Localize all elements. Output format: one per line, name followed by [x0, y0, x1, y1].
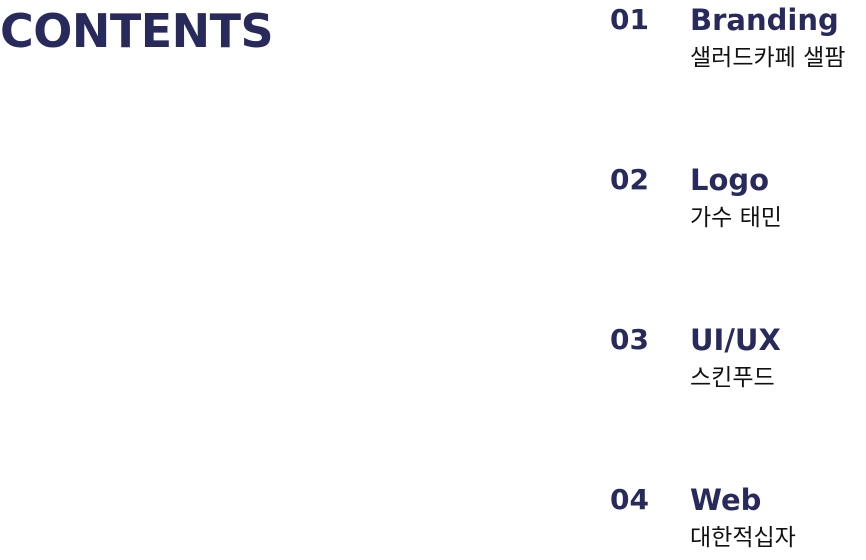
- contents-item-number: 02: [610, 163, 649, 196]
- page-title: CONTENTS: [0, 4, 274, 58]
- contents-item-number: 01: [610, 3, 649, 36]
- contents-item-branding[interactable]: 01 Branding 샐러드카페 샐팜: [610, 0, 866, 80]
- contents-item-heading: Web: [690, 483, 762, 517]
- contents-item-number: 04: [610, 483, 649, 516]
- contents-item-heading: Logo: [690, 163, 770, 197]
- contents-item-subtitle: 스킨푸드: [690, 365, 775, 391]
- contents-item-uiux[interactable]: 03 UI/UX 스킨푸드: [610, 320, 866, 400]
- contents-item-subtitle: 가수 태민: [690, 205, 782, 231]
- contents-item-number: 03: [610, 323, 649, 356]
- contents-item-subtitle: 샐러드카페 샐팜: [690, 45, 846, 71]
- contents-item-logo[interactable]: 02 Logo 가수 태민: [610, 160, 866, 240]
- contents-item-web[interactable]: 04 Web 대한적십자: [610, 480, 866, 560]
- contents-item-subtitle: 대한적십자: [690, 525, 796, 551]
- contents-item-heading: Branding: [690, 3, 839, 37]
- contents-item-heading: UI/UX: [690, 323, 781, 357]
